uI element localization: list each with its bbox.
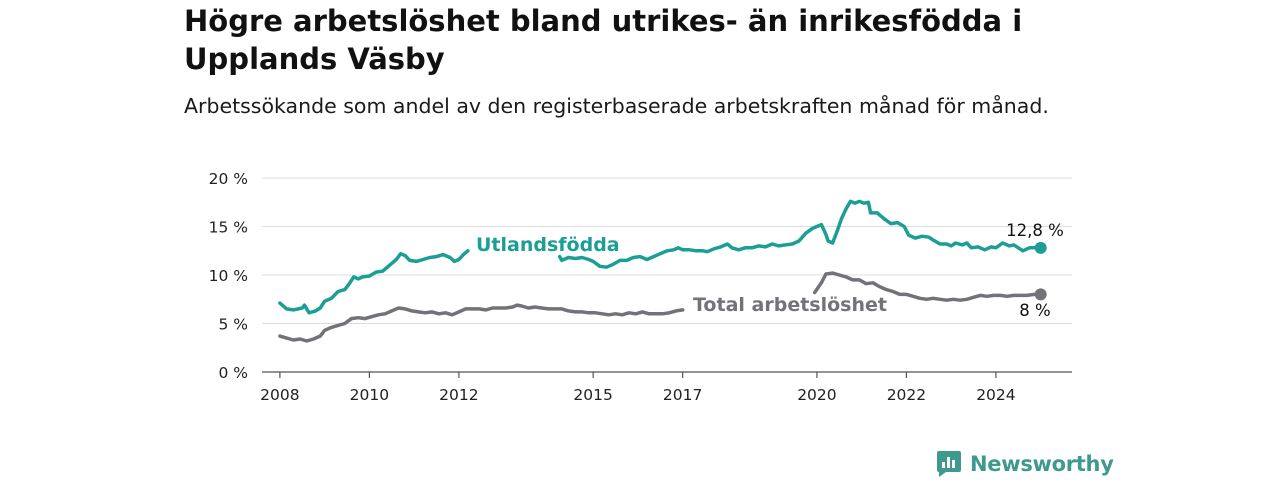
y-axis: 0 % 5 % 10 % 15 % 20 % (209, 170, 248, 382)
y-tick-label: 5 % (218, 316, 248, 334)
series-line-utlandsfodda (278, 249, 470, 315)
end-label-utlandsfodda: 12,8 % (1006, 221, 1064, 240)
x-tick-label: 2015 (573, 386, 612, 404)
y-tick-label: 20 % (209, 170, 248, 188)
newsworthy-logo-icon (937, 451, 961, 477)
x-tick-label: 2020 (797, 386, 836, 404)
chart-subtitle: Arbetssökande som andel av den registerb… (184, 94, 1049, 118)
newsworthy-logo: Newsworthy (936, 448, 1114, 480)
series-label-utlandsfodda: Utlandsfödda (476, 234, 620, 256)
series-line-total (278, 303, 685, 343)
brand-name: Newsworthy (970, 452, 1114, 476)
series-endpoint-utlandsfodda (1034, 241, 1047, 254)
chart-title: Högre arbetslöshet bland utrikes- än inr… (184, 4, 1023, 76)
y-tick-label: 0 % (218, 364, 248, 382)
x-axis: 2008 2010 2012 2015 2017 2020 2022 2024 (260, 371, 1072, 404)
x-tick-label: 2022 (887, 386, 926, 404)
series-endpoint-total (1034, 288, 1047, 301)
series-line-total (812, 271, 1043, 302)
end-label-total: 8 % (1019, 301, 1050, 320)
series-lines (278, 199, 1047, 343)
x-tick-label: 2008 (260, 386, 299, 404)
gridlines (262, 177, 1072, 324)
series-label-total: Total arbetslöshet (693, 294, 887, 316)
series-line-utlandsfodda (557, 199, 1043, 269)
x-tick-label: 2010 (350, 386, 389, 404)
x-tick-label: 2012 (439, 386, 478, 404)
x-tick-label: 2024 (976, 386, 1015, 404)
line-chart: 0 %5 %10 %15 %20 % 2008 2010 2012 2015 2017 2… (209, 170, 1072, 404)
y-tick-label: 15 % (209, 219, 248, 237)
y-tick-label: 10 % (209, 267, 248, 285)
x-tick-label: 2017 (663, 386, 702, 404)
